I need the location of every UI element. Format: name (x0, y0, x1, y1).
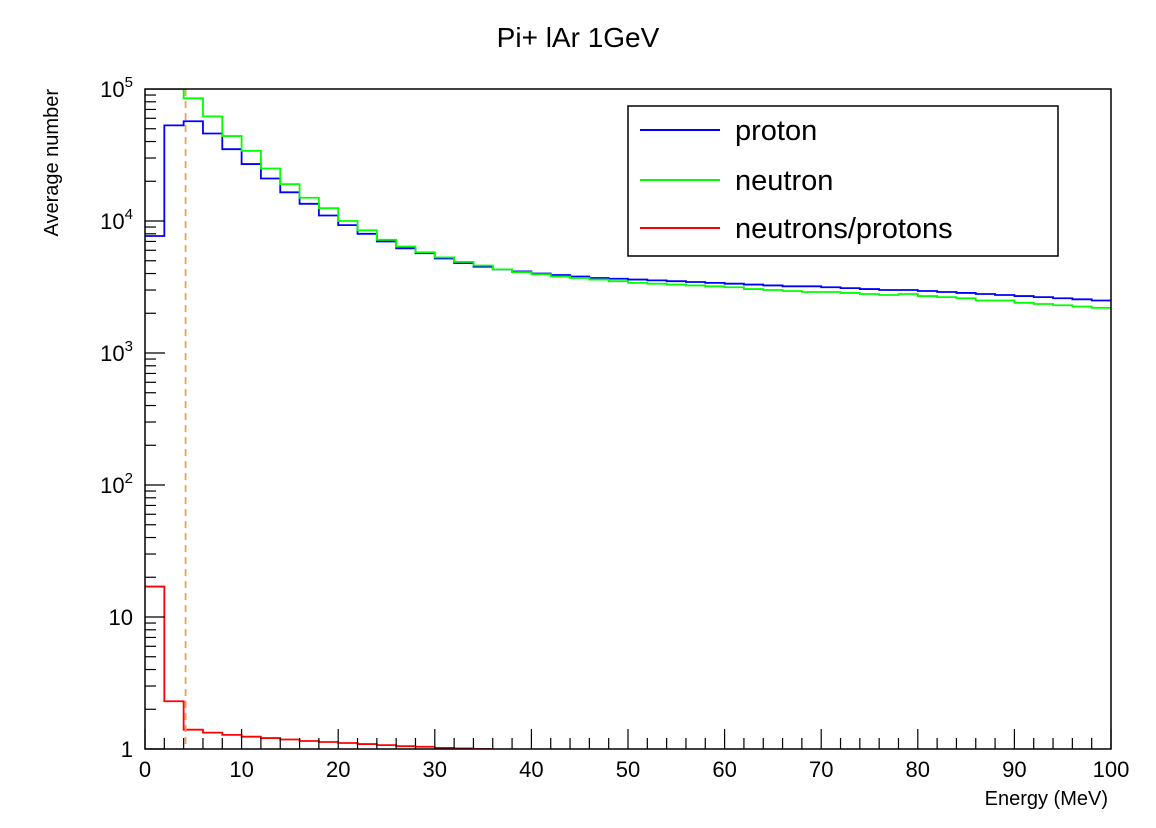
y-tick-label: 104 (100, 206, 133, 234)
legend-label: neutrons/protons (735, 213, 953, 245)
x-tick-label: 20 (326, 757, 350, 782)
x-tick-label: 80 (906, 757, 930, 782)
y-tick-label: 103 (100, 338, 133, 366)
chart-title: Pi+ lAr 1GeV (497, 22, 660, 53)
x-tick-label: 0 (139, 757, 151, 782)
legend: proton neutron neutrons/protons (627, 105, 1059, 257)
x-tick-label: 100 (1093, 757, 1130, 782)
x-tick-label: 10 (229, 757, 253, 782)
x-tick-label: 70 (809, 757, 833, 782)
x-tick-label: 60 (712, 757, 736, 782)
x-axis: 0 10 20 30 40 50 60 70 80 90 100 (139, 729, 1129, 782)
y-tick-label: 102 (100, 470, 133, 498)
x-tick-label: 90 (1002, 757, 1026, 782)
legend-label: proton (735, 115, 817, 147)
x-tick-label: 40 (519, 757, 543, 782)
x-tick-label: 50 (616, 757, 640, 782)
x-axis-title: Energy (MeV) (985, 788, 1108, 810)
y-axis-title: Average number (41, 89, 63, 237)
series-line-neutrons-protons (145, 585, 493, 749)
y-tick-label: 1 (121, 737, 133, 762)
series-line-neutron (145, 89, 1111, 309)
y-tick-label: 10 (109, 605, 133, 630)
series-line-proton (145, 120, 1111, 302)
y-tick-label: 105 (100, 74, 133, 102)
x-tick-label: 30 (423, 757, 447, 782)
legend-label: neutron (735, 165, 833, 197)
y-axis: 1 10 102 103 104 105 (100, 74, 165, 762)
